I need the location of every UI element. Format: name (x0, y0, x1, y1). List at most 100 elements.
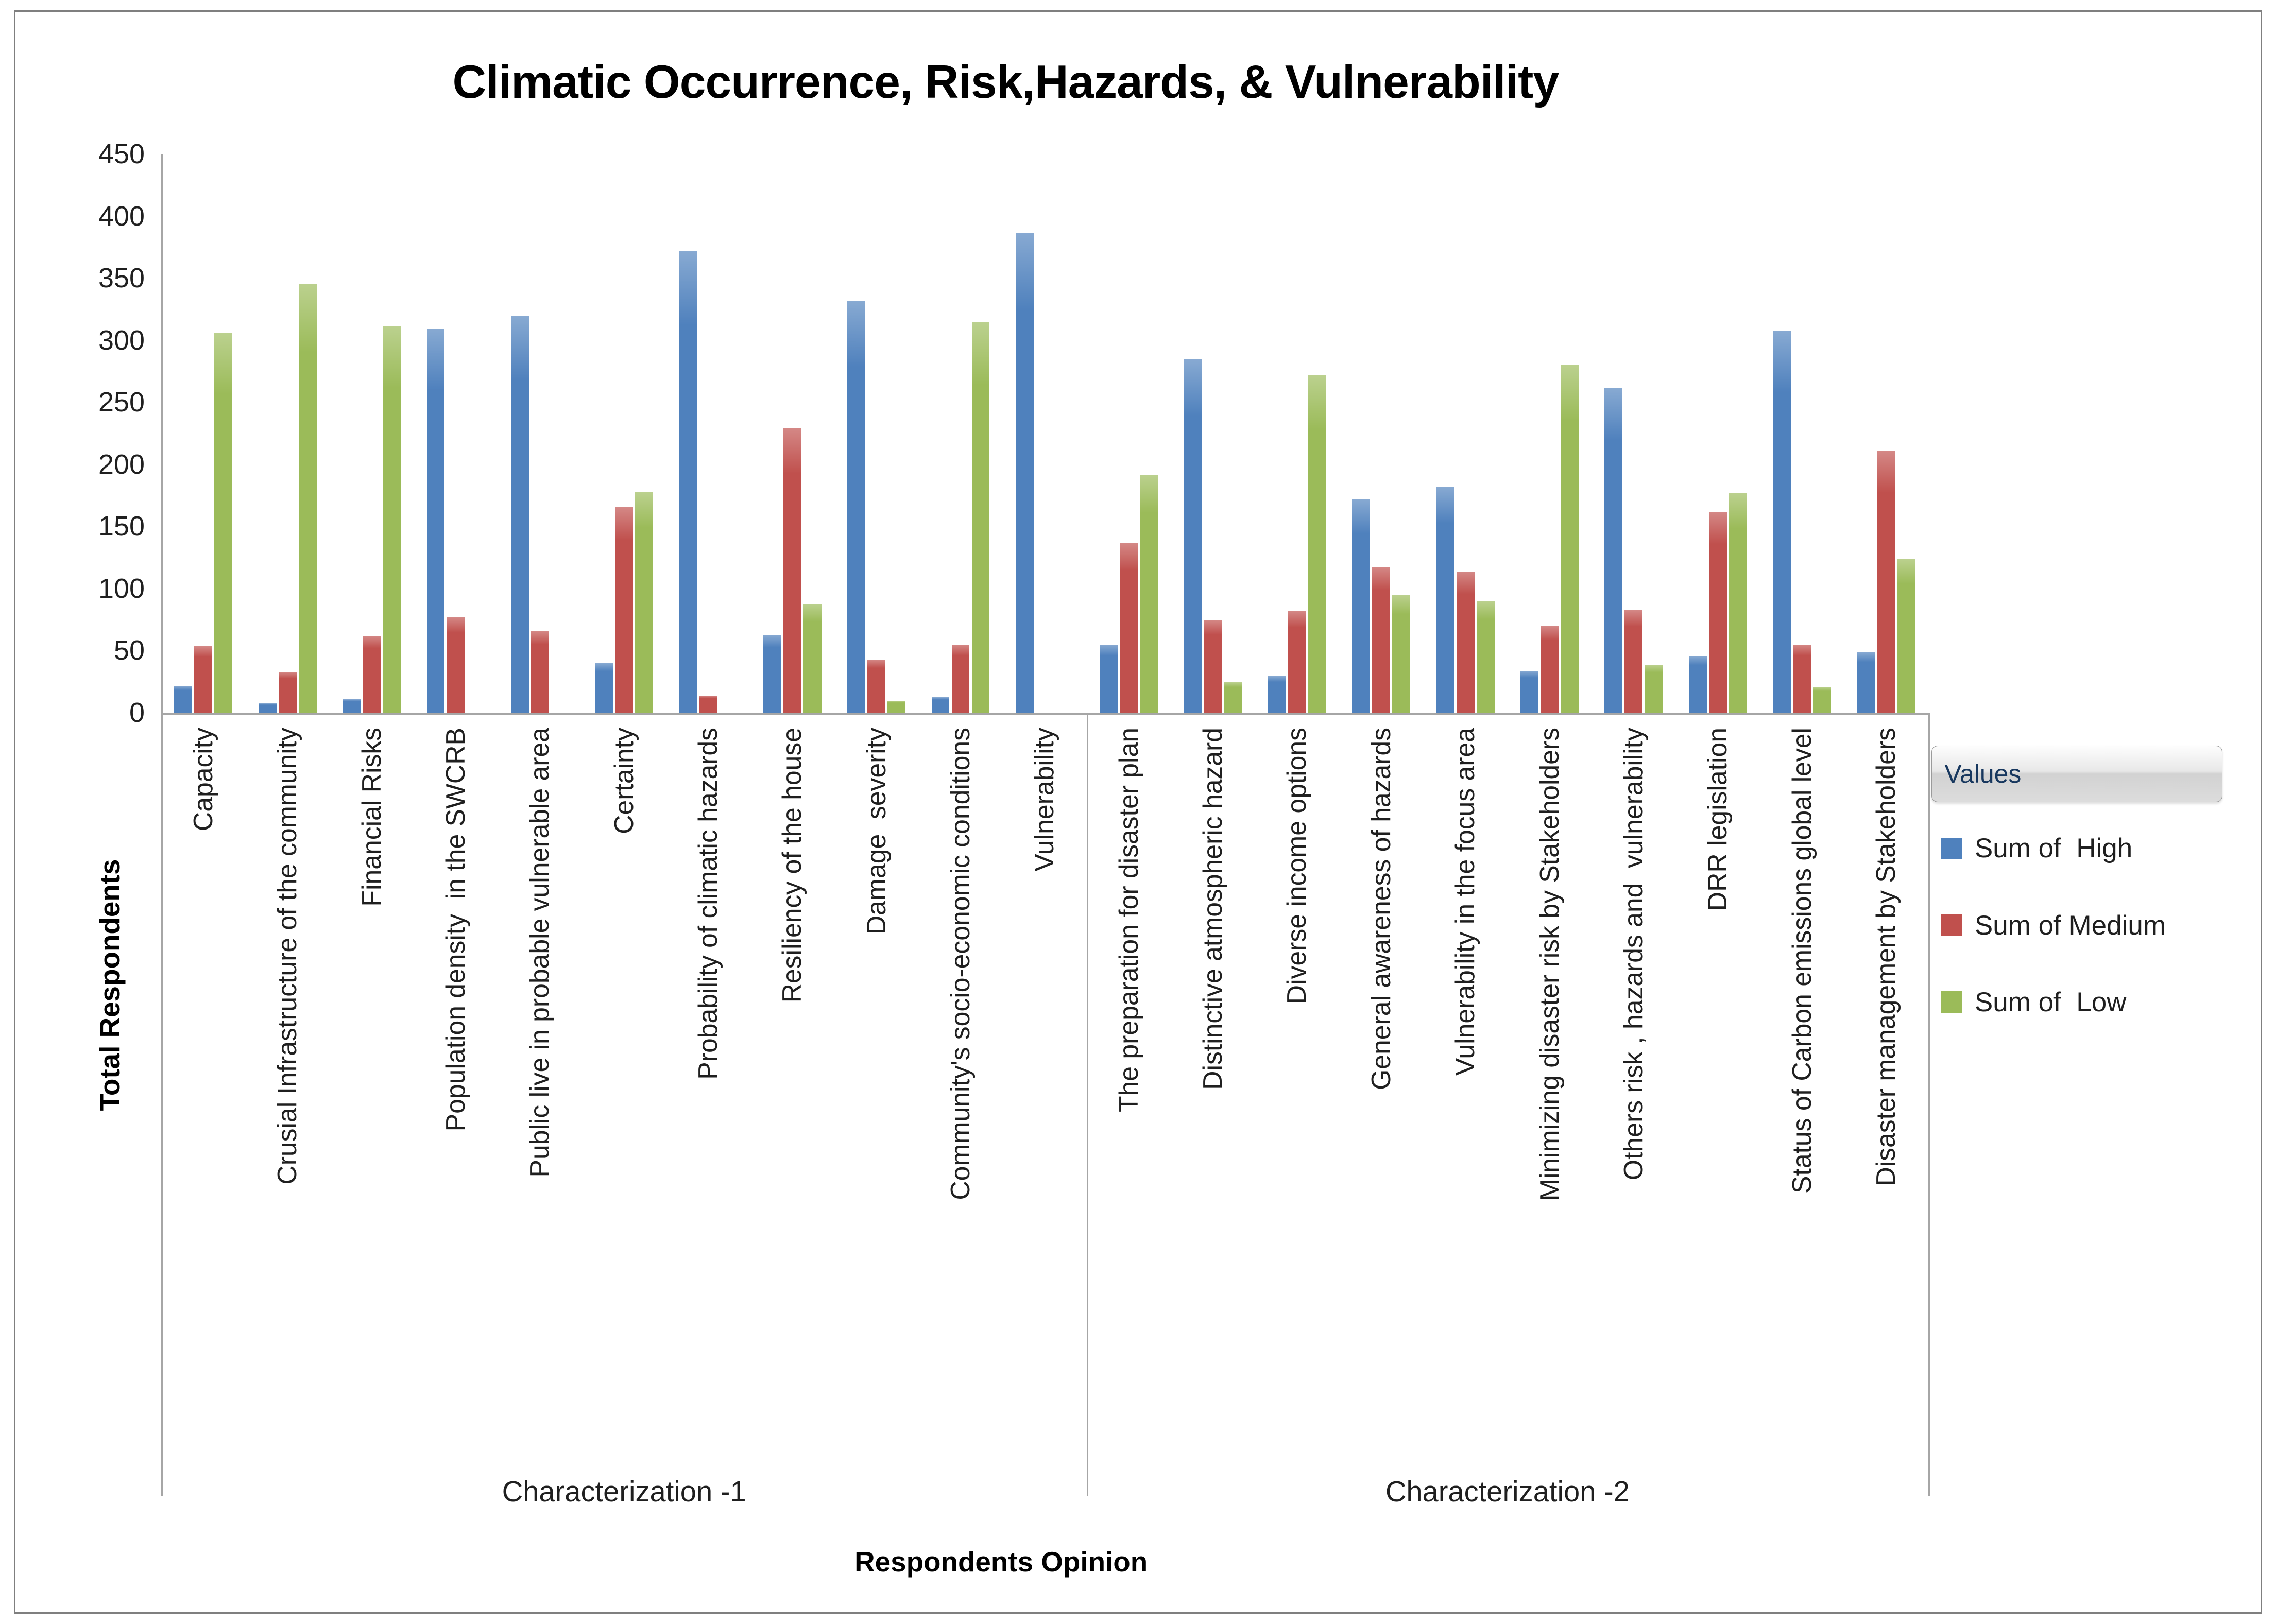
bar-high-cat13 (1184, 359, 1202, 713)
bar-medium-cat4 (447, 617, 465, 713)
category-label-12: The preparation for disaster plan (1113, 727, 1143, 1112)
bar-low-cat8 (803, 603, 822, 713)
bar-medium-cat7 (699, 696, 717, 713)
category-label-18: Others risk , hazards and vulnerability (1618, 727, 1649, 1180)
bar-high-cat16 (1436, 487, 1454, 713)
group-label-1: Characterization -1 (502, 1475, 746, 1508)
category-label-3: Financial Risks (356, 727, 386, 907)
bar-high-cat21 (1857, 652, 1875, 713)
bar-medium-cat10 (951, 645, 970, 713)
bar-high-cat9 (847, 301, 866, 713)
bar-high-cat4 (426, 328, 445, 713)
bar-medium-cat15 (1372, 566, 1391, 713)
bar-medium-cat12 (1120, 543, 1138, 713)
category-label-6: Certainty (608, 727, 639, 834)
y-tick-label-450: 450 (98, 139, 145, 170)
legend-label-medium: Sum of Medium (1974, 910, 2166, 941)
y-tick-label-50: 50 (114, 635, 145, 666)
category-label-11: Vulnerability (1029, 727, 1059, 872)
bar-low-cat14 (1308, 375, 1326, 713)
y-tick-label-300: 300 (98, 324, 145, 356)
legend-item-high: Sum of High (1940, 833, 2133, 864)
bar-high-cat7 (679, 251, 697, 713)
bar-medium-cat5 (531, 631, 549, 713)
category-label-14: Diverse income options (1281, 727, 1312, 1005)
legend-swatch-low-icon (1940, 991, 1962, 1013)
bar-medium-cat13 (1204, 620, 1222, 713)
bar-high-cat18 (1604, 388, 1623, 713)
bar-high-cat2 (258, 703, 277, 713)
legend-item-low: Sum of Low (1940, 987, 2127, 1018)
bar-medium-cat20 (1793, 645, 1811, 713)
bar-low-cat3 (383, 326, 401, 713)
group-label-2: Characterization -2 (1385, 1475, 1630, 1508)
bar-low-cat15 (1392, 595, 1411, 713)
group-divider-line (1087, 713, 1089, 1496)
category-label-1: Capacity (188, 727, 218, 831)
category-label-10: Community's socio-economic conditions (945, 727, 976, 1200)
y-tick-label-200: 200 (98, 448, 145, 480)
x-axis-title: Respondents Opinion (854, 1545, 1148, 1578)
bar-high-cat11 (1015, 233, 1034, 713)
category-label-15: General awareness of hazards (1365, 727, 1396, 1090)
x-axis-line (161, 713, 1928, 716)
bar-low-cat6 (635, 492, 654, 713)
bar-low-cat17 (1561, 364, 1579, 713)
bar-medium-cat2 (278, 672, 297, 713)
bar-high-cat17 (1520, 670, 1538, 713)
bar-low-cat20 (1813, 687, 1831, 713)
legend-swatch-high-icon (1940, 837, 1962, 859)
bar-medium-cat21 (1877, 451, 1895, 713)
bar-low-cat13 (1224, 682, 1242, 713)
category-label-19: DRR legislation (1702, 727, 1733, 911)
bar-medium-cat18 (1624, 610, 1643, 713)
category-label-5: Public live in probable vulnerable area (524, 727, 555, 1178)
category-label-2: Crusial Infrastructure of the community (272, 727, 302, 1185)
category-label-4: Population density in the SWCRB (440, 727, 471, 1132)
bar-high-cat5 (510, 316, 529, 713)
bar-low-cat12 (1140, 475, 1158, 713)
y-axis-line (161, 154, 163, 1496)
y-tick-label-350: 350 (98, 263, 145, 294)
category-label-17: Minimizing disaster risk by Stakeholders (1534, 727, 1564, 1201)
bar-high-cat15 (1352, 499, 1371, 713)
legend-item-medium: Sum of Medium (1940, 910, 2166, 941)
bar-medium-cat9 (867, 660, 886, 713)
bar-medium-cat19 (1708, 512, 1727, 713)
bar-high-cat8 (763, 635, 781, 713)
bar-medium-cat16 (1456, 572, 1475, 713)
category-label-7: Probability of climatic hazards (693, 727, 723, 1080)
values-field-button[interactable]: Values (1931, 745, 2222, 803)
legend-swatch-medium-icon (1940, 914, 1962, 937)
y-tick-label-0: 0 (129, 697, 145, 728)
bar-high-cat3 (343, 699, 361, 713)
bar-high-cat19 (1688, 656, 1707, 713)
bar-low-cat18 (1645, 664, 1663, 713)
bar-medium-cat3 (363, 636, 381, 713)
category-label-20: Status of Carbon emissions global level (1786, 727, 1817, 1194)
bar-high-cat14 (1268, 676, 1286, 713)
category-label-8: Resiliency of the house (777, 727, 807, 1003)
y-tick-label-250: 250 (98, 387, 145, 418)
bar-medium-cat8 (783, 427, 801, 713)
bar-high-cat20 (1773, 331, 1791, 713)
legend-label-high: Sum of High (1974, 833, 2133, 864)
values-field-button-label: Values (1944, 759, 2022, 789)
bar-low-cat16 (1476, 601, 1495, 713)
y-tick-label-150: 150 (98, 511, 145, 542)
bar-low-cat9 (887, 700, 906, 713)
bar-medium-cat1 (194, 646, 213, 713)
bar-low-cat21 (1897, 559, 1915, 713)
legend-label-low: Sum of Low (1974, 987, 2127, 1017)
category-label-9: Damage severity (861, 727, 891, 935)
bar-medium-cat17 (1541, 626, 1559, 713)
bar-high-cat10 (931, 697, 950, 713)
bar-low-cat1 (214, 333, 233, 713)
y-axis-title: Total Respondents (94, 859, 126, 1111)
y-tick-label-400: 400 (98, 201, 145, 232)
category-label-13: Distinctive atmospheric hazard (1197, 727, 1228, 1090)
bar-medium-cat6 (615, 507, 634, 713)
bar-low-cat10 (971, 322, 990, 713)
y-tick-label-100: 100 (98, 573, 145, 604)
chart-title: Climatic Occurrence, Risk,Hazards, & Vul… (452, 56, 1559, 109)
